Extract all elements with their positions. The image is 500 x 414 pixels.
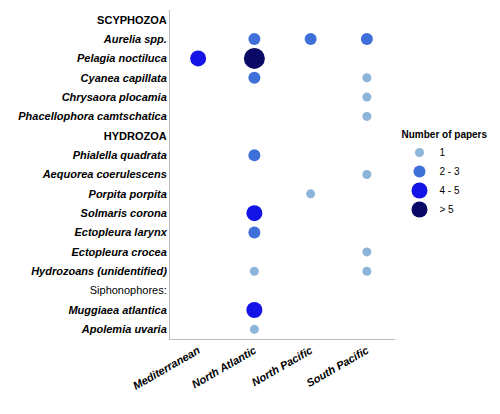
svg-text:Phialella quadrata: Phialella quadrata: [73, 149, 167, 161]
svg-text:Aurelia spp.: Aurelia spp.: [103, 33, 167, 45]
svg-text:Porpita porpita: Porpita porpita: [89, 188, 167, 200]
svg-text:1: 1: [440, 147, 446, 158]
svg-text:Mediterranean: Mediterranean: [131, 344, 202, 392]
svg-text:Muggiaea atlantica: Muggiaea atlantica: [68, 304, 166, 316]
svg-text:Ectopleura larynx: Ectopleura larynx: [74, 226, 167, 238]
svg-text:Ectopleura crocea: Ectopleura crocea: [71, 246, 166, 258]
svg-text:North Pacific: North Pacific: [250, 344, 315, 388]
svg-text:Solmaris corona: Solmaris corona: [81, 207, 167, 219]
svg-text:Cyanea capillata: Cyanea capillata: [81, 72, 167, 84]
svg-text:2 - 3: 2 - 3: [440, 166, 460, 177]
svg-text:Hydrozoans (unidentified): Hydrozoans (unidentified): [31, 265, 167, 277]
svg-text:Aequorea coerulescens: Aequorea coerulescens: [42, 168, 167, 180]
svg-text:Chrysaora plocamia: Chrysaora plocamia: [62, 91, 167, 103]
svg-text:SCYPHOZOA: SCYPHOZOA: [97, 14, 167, 26]
svg-text:South Pacific: South Pacific: [304, 344, 370, 389]
svg-text:4 - 5: 4 - 5: [440, 185, 460, 196]
svg-text:Apolemia uvaria: Apolemia uvaria: [81, 323, 167, 335]
svg-text:North Atlantic: North Atlantic: [190, 344, 259, 391]
svg-text:> 5: > 5: [440, 204, 455, 215]
svg-text:HYDROZOA: HYDROZOA: [104, 130, 167, 142]
svg-text:Pelagia noctiluca: Pelagia noctiluca: [77, 52, 167, 64]
svg-text:Phacellophora camtschatica: Phacellophora camtschatica: [18, 110, 167, 122]
svg-text:Number of papers: Number of papers: [402, 129, 488, 140]
svg-text:Siphonophores:: Siphonophores:: [90, 284, 167, 296]
